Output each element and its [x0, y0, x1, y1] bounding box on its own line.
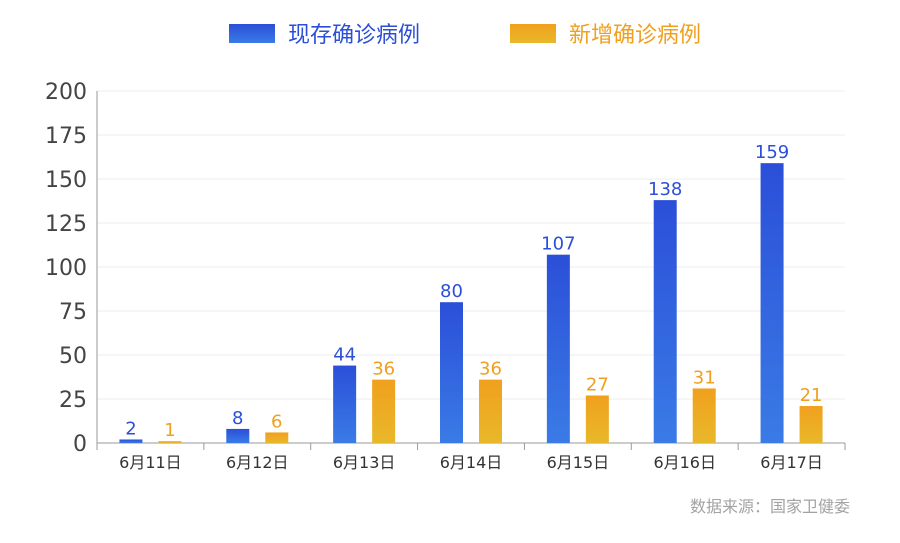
data-label-series-1: 1 [164, 420, 175, 441]
data-label-series-0: 107 [541, 234, 575, 255]
legend-label-0: 现存确诊病例 [288, 23, 420, 48]
bar-series-1[interactable] [372, 379, 396, 443]
source-note: 数据来源：国家卫健委 [690, 497, 850, 516]
data-label-series-1: 27 [586, 374, 609, 395]
y-axis: 0 25 50 75 100 125 150 175 200 [45, 80, 98, 457]
data-label-series-0: 159 [755, 142, 789, 163]
bar-series-1[interactable] [265, 432, 289, 443]
bar-series-0[interactable] [653, 200, 677, 443]
x-tick-label: 6月13日 [333, 453, 396, 472]
y-tick-label: 175 [45, 124, 87, 149]
bar-series-1[interactable] [479, 379, 502, 443]
legend-item-0[interactable]: 现存确诊病例 [229, 23, 420, 48]
bar-series-0[interactable] [440, 302, 463, 443]
legend: 现存确诊病例 新增确诊病例 [229, 23, 701, 48]
data-label-series-0: 138 [648, 179, 682, 200]
legend-swatch-0 [229, 24, 275, 43]
x-tick-label: 6月12日 [226, 453, 289, 472]
bar-series-0[interactable] [119, 439, 143, 443]
x-tick-label: 6月14日 [440, 453, 503, 472]
data-label-series-1: 21 [800, 385, 823, 406]
data-label-series-0: 80 [440, 281, 463, 302]
y-tick-label: 100 [45, 256, 87, 281]
y-tick-label: 0 [73, 432, 87, 457]
data-label-series-0: 8 [232, 408, 243, 429]
bar-series-1[interactable] [799, 406, 823, 443]
bars [119, 163, 823, 443]
y-tick-label: 125 [45, 212, 87, 237]
data-label-series-1: 6 [271, 411, 282, 432]
y-tick-label: 25 [59, 388, 87, 413]
bar-series-1[interactable] [692, 388, 716, 443]
gridlines [97, 90, 845, 400]
legend-label-1: 新增确诊病例 [569, 23, 701, 48]
bar-series-1[interactable] [158, 441, 182, 443]
bar-series-0[interactable] [760, 163, 784, 443]
data-label-series-0: 2 [125, 418, 136, 439]
bar-series-0[interactable] [546, 254, 570, 443]
x-axis: 6月11日 6月12日 6月13日 6月14日 6月15日 6月16日 6月17日 [96, 442, 846, 472]
y-tick-label: 75 [59, 300, 87, 325]
y-tick-label: 50 [59, 344, 87, 369]
bar-series-0[interactable] [333, 365, 357, 443]
bar-series-0[interactable] [226, 428, 250, 443]
x-tick-label: 6月17日 [760, 453, 823, 472]
data-label-series-0: 44 [333, 345, 356, 366]
data-label-series-1: 31 [693, 367, 716, 388]
bar-series-1[interactable] [585, 395, 609, 443]
data-label-series-1: 36 [479, 359, 502, 380]
legend-swatch-1 [510, 24, 556, 43]
data-label-series-1: 36 [372, 359, 395, 380]
y-tick-label: 200 [45, 80, 87, 105]
legend-item-1[interactable]: 新增确诊病例 [510, 23, 701, 48]
x-tick-label: 6月11日 [119, 453, 182, 472]
x-tick-label: 6月15日 [547, 453, 610, 472]
y-tick-label: 150 [45, 168, 87, 193]
x-tick-label: 6月16日 [653, 453, 716, 472]
